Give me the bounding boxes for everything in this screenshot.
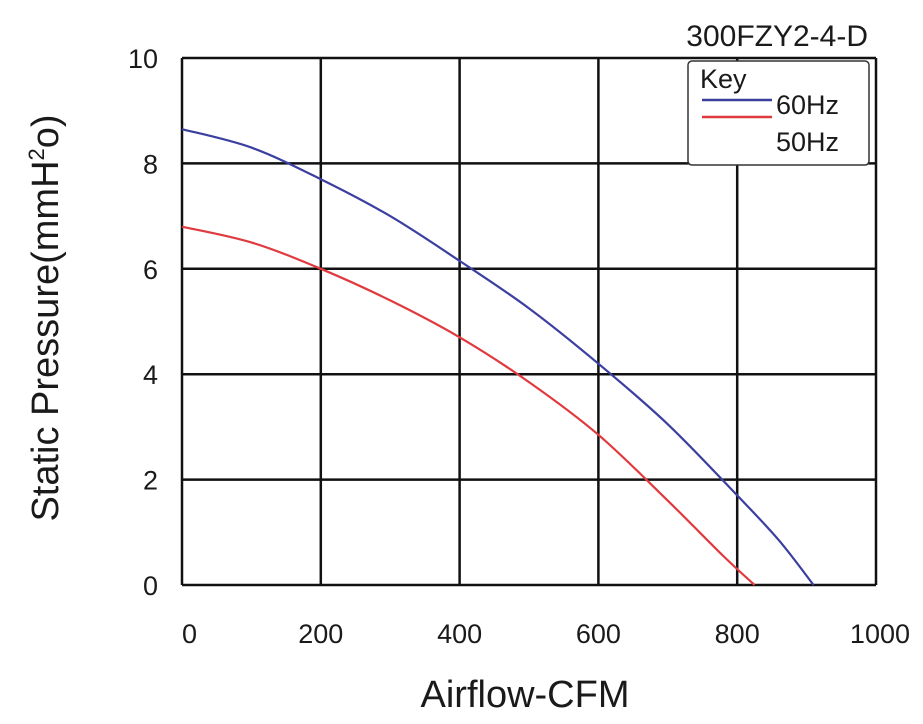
y-axis-label-main: Static Pressure(mmH bbox=[25, 160, 67, 521]
x-tick-label: 600 bbox=[576, 619, 621, 649]
legend-label-60hz: 60Hz bbox=[776, 90, 839, 120]
y-tick-label: 6 bbox=[143, 255, 158, 285]
x-tick-label: 800 bbox=[715, 619, 760, 649]
x-tick-label: 400 bbox=[437, 619, 482, 649]
x-tick-label: 1000 bbox=[850, 619, 910, 649]
legend-label-50hz: 50Hz bbox=[776, 127, 839, 157]
x-tick-label: 200 bbox=[298, 619, 343, 649]
legend-box bbox=[687, 60, 870, 166]
grid-lines bbox=[180, 56, 878, 587]
legend-title: Key bbox=[700, 64, 747, 94]
series-lines bbox=[181, 128, 815, 586]
y-axis-label-tail: o) bbox=[25, 114, 67, 148]
chart-title: 300FZY2-4-D bbox=[686, 20, 868, 53]
y-tick-label: 8 bbox=[143, 149, 158, 179]
legend: Key 60Hz 50Hz bbox=[687, 60, 870, 166]
y-tick-label: 10 bbox=[128, 44, 158, 74]
tick-labels: 0 200 400 600 800 1000 0 2 4 6 8 10 bbox=[128, 44, 910, 649]
series-line-50hz bbox=[181, 225, 756, 586]
x-tick-label: 0 bbox=[182, 619, 197, 649]
x-axis-label: Airflow-CFM bbox=[421, 674, 630, 716]
series-line-60hz bbox=[181, 128, 815, 586]
y-axis-label: Static Pressure(mmH2o) bbox=[24, 114, 67, 521]
y-tick-label: 4 bbox=[143, 360, 158, 390]
y-tick-label: 2 bbox=[143, 466, 158, 496]
y-axis-label-superscript: 2 bbox=[24, 148, 49, 160]
y-tick-label: 0 bbox=[143, 571, 158, 601]
